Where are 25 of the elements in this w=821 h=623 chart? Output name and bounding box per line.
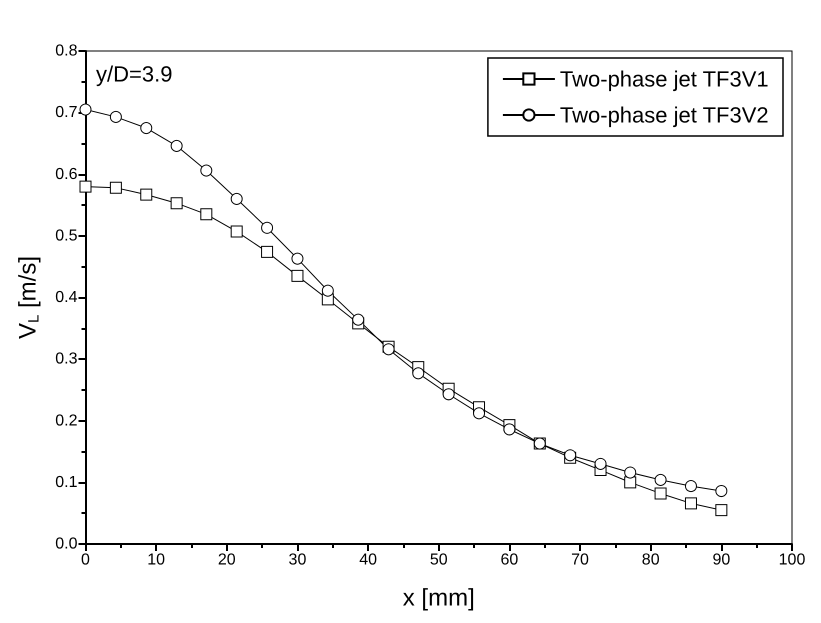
y-tick-label: 0.2 — [55, 412, 78, 430]
x-tick-label: 40 — [359, 552, 378, 568]
y-tick-label: 0.4 — [55, 289, 78, 306]
y-tick-label: 0.3 — [55, 350, 78, 368]
y-tick-label: 0.5 — [55, 227, 78, 244]
x-tick-label: 30 — [288, 552, 306, 568]
x-tick-label: 50 — [430, 552, 448, 568]
y-axis-title: VL [m/s] — [14, 256, 42, 340]
x-tick-label: 100 — [778, 552, 806, 568]
y-tick-label: 0.6 — [55, 166, 78, 183]
y-tick-label: 0.1 — [55, 474, 78, 491]
x-tick-label: 20 — [218, 552, 236, 568]
x-tick-label: 0 — [81, 552, 90, 568]
legend-label: Two-phase jet TF3V1 — [560, 66, 769, 92]
x-tick-label: 80 — [642, 552, 660, 568]
x-tick-label: 90 — [712, 552, 730, 568]
x-tick-label: 60 — [500, 552, 518, 568]
x-tick-label: 70 — [571, 552, 590, 568]
y-tick-label: 0.8 — [55, 42, 78, 60]
x-axis-title: x [mm] — [402, 584, 475, 612]
y-tick-label: 0.0 — [55, 536, 78, 552]
legend-label: Two-phase jet TF3V2 — [560, 102, 769, 128]
y-tick-label: 0.7 — [55, 104, 78, 122]
annotation: y/D=3.9 — [96, 62, 172, 86]
x-tick-label: 10 — [147, 552, 166, 568]
